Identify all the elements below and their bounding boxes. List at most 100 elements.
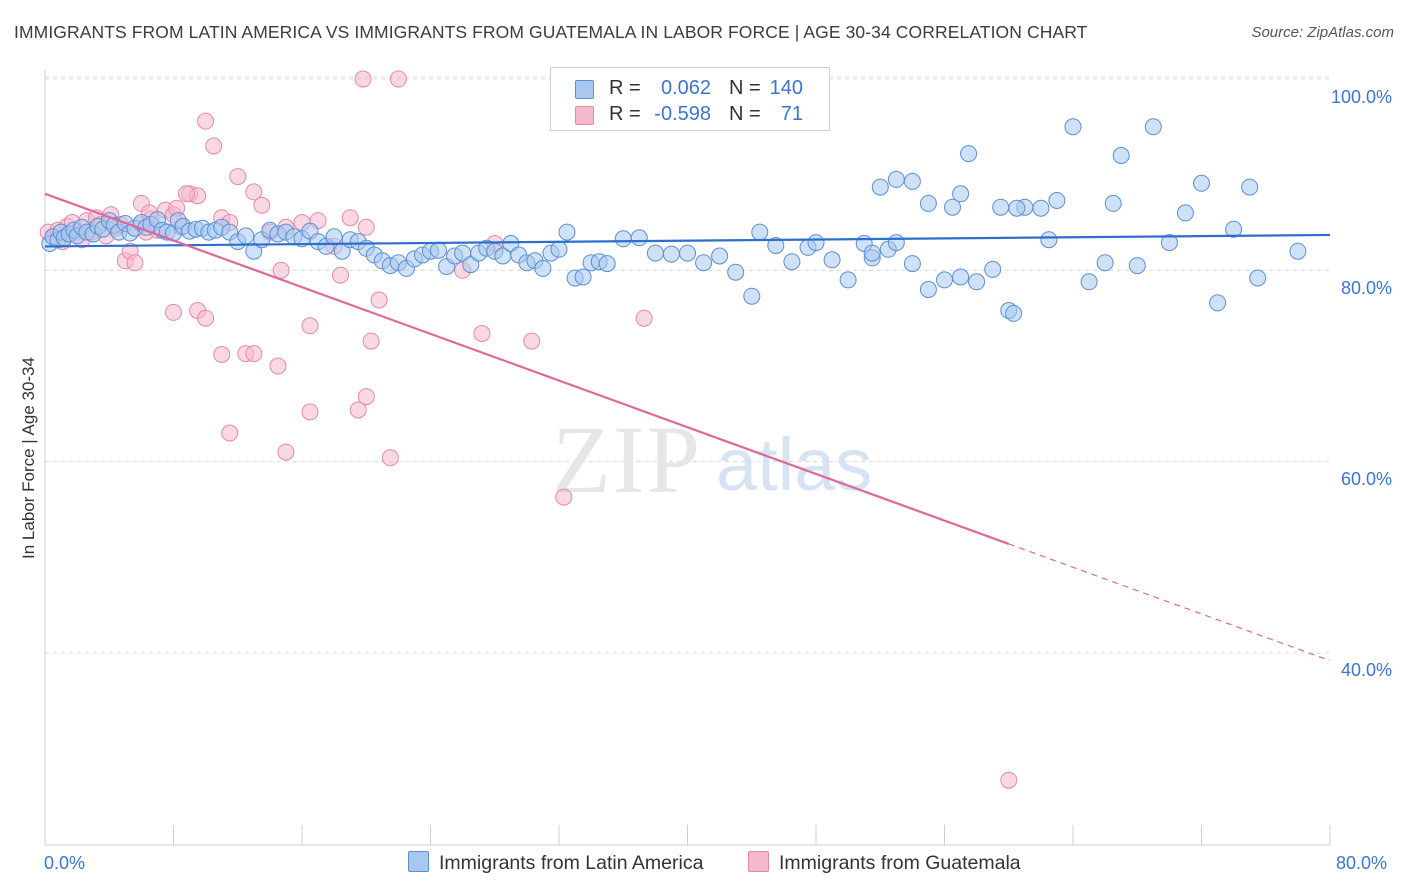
data-point: [1144, 118, 1162, 136]
chart-title: IMMIGRANTS FROM LATIN AMERICA VS IMMIGRA…: [14, 22, 1088, 42]
data-point: [968, 273, 986, 291]
trend-line-latin-america: [44, 233, 1331, 248]
legend-r-label: R =: [609, 77, 641, 99]
data-point: [389, 70, 407, 88]
data-point: [1128, 257, 1146, 275]
data-point: [614, 230, 632, 248]
legend-n-value: 71: [780, 103, 803, 125]
data-point: [325, 228, 343, 246]
trend-line-guatemala: [44, 192, 1010, 545]
data-point: [1080, 273, 1098, 291]
data-point: [245, 183, 263, 201]
data-point: [823, 251, 841, 269]
bottom-legend-swatch-blue: [408, 851, 429, 872]
y-tick-label-60: 60.0%: [1340, 469, 1392, 489]
data-point: [301, 403, 319, 421]
data-point: [767, 237, 785, 254]
data-point: [903, 255, 921, 273]
legend-n-label: N =: [729, 77, 761, 99]
bottom-legend-label: Immigrants from Latin America: [439, 852, 704, 874]
data-point: [1289, 242, 1307, 260]
axes: [44, 70, 1331, 846]
data-point: [1040, 231, 1058, 249]
legend-n-label: N =: [729, 103, 761, 125]
data-point: [1005, 304, 1023, 322]
data-point: [863, 244, 881, 262]
data-point: [903, 172, 921, 190]
data-point: [205, 137, 223, 155]
data-point: [960, 145, 978, 163]
data-point: [272, 261, 290, 279]
data-point: [1064, 118, 1082, 136]
data-point: [1112, 147, 1130, 164]
y-tick-label-80: 80.0%: [1340, 278, 1392, 298]
legend-row-guatemala: R = -0.598 N = 71: [551, 102, 829, 128]
data-point: [523, 332, 541, 350]
data-point: [944, 198, 961, 216]
data-point: [237, 227, 255, 245]
legend-r-value: 0.062: [660, 77, 711, 99]
data-point: [534, 259, 552, 277]
data-point: [301, 317, 319, 335]
y-tick-label-40: 40.0%: [1340, 660, 1392, 680]
data-point: [213, 346, 231, 363]
data-point: [357, 218, 375, 236]
data-point: [277, 443, 295, 461]
x-tick-label-min: 0.0%: [44, 853, 86, 873]
trend-line-guatemala-extension: [1008, 543, 1331, 662]
data-point: [695, 254, 713, 272]
chart-source: Source: ZipAtlas.com: [1251, 24, 1394, 41]
data-point: [1209, 294, 1227, 312]
data-point: [253, 196, 271, 214]
data-point: [646, 244, 664, 262]
grid-lines: [45, 76, 1330, 654]
data-point: [177, 185, 195, 203]
data-point: [992, 198, 1010, 216]
data-point: [1032, 199, 1050, 217]
data-point: [711, 247, 729, 265]
bottom-legend-latin-america: Immigrants from Latin America: [408, 851, 703, 875]
bottom-legend-swatch-pink: [748, 851, 769, 872]
data-point: [362, 332, 380, 350]
data-point: [269, 357, 287, 375]
data-point: [349, 401, 367, 419]
data-point: [354, 70, 372, 88]
data-point: [887, 234, 905, 252]
data-point: [1241, 178, 1259, 196]
data-point: [984, 260, 1002, 278]
data-point: [197, 309, 215, 327]
data-point: [783, 253, 801, 271]
legend-r-label: R =: [609, 103, 641, 125]
data-point: [1048, 192, 1066, 209]
data-point: [381, 449, 399, 467]
data-point: [370, 291, 388, 309]
x-tick-label-max: 80.0%: [1336, 853, 1388, 873]
data-point: [952, 268, 970, 286]
legend: R = 0.062 N = 140 R = -0.598 N = 71: [550, 67, 830, 131]
data-point: [1000, 771, 1018, 789]
trend-lines: [44, 192, 1331, 662]
watermark: ZIP atlas: [552, 406, 872, 513]
data-point: [357, 388, 375, 406]
data-point: [1249, 269, 1267, 287]
data-point: [635, 309, 653, 327]
data-point: [126, 254, 144, 272]
data-point: [727, 263, 745, 281]
data-point: [574, 268, 592, 286]
watermark-zip: ZIP: [552, 406, 702, 513]
data-point: [839, 271, 857, 289]
bottom-legend-guatemala: Immigrants from Guatemala: [748, 851, 1021, 875]
data-point: [332, 266, 349, 284]
data-point: [165, 303, 182, 321]
watermark-atlas: atlas: [716, 423, 872, 506]
data-point: [1225, 220, 1243, 238]
data-point: [341, 209, 359, 227]
data-point: [936, 271, 953, 289]
data-point: [630, 229, 648, 247]
data-point: [679, 244, 696, 262]
data-point: [751, 223, 769, 241]
data-point: [245, 345, 263, 363]
data-point: [952, 185, 970, 203]
data-point: [197, 112, 215, 130]
